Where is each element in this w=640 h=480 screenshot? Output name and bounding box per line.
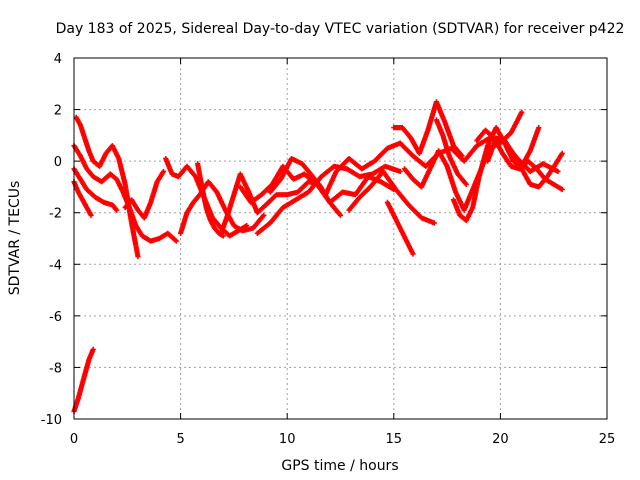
series-sat-u xyxy=(433,117,469,187)
series-sat-n xyxy=(346,168,437,226)
data-point xyxy=(261,212,267,218)
data-point xyxy=(410,251,416,257)
data-point xyxy=(337,212,344,218)
series-sat-r xyxy=(450,125,542,224)
y-tick-label: -10 xyxy=(41,413,62,428)
y-tick-label: -6 xyxy=(49,310,62,325)
series-sat-f xyxy=(122,168,167,221)
x-tick-label: 25 xyxy=(599,432,616,447)
data-point xyxy=(555,168,561,175)
y-tick-label: 2 xyxy=(54,104,62,119)
x-tick-label: 20 xyxy=(492,432,509,447)
x-tick-label: 10 xyxy=(279,432,296,447)
series-sat-p xyxy=(391,99,465,159)
data-point xyxy=(519,109,525,115)
data-point xyxy=(431,220,437,226)
x-tick-label: 0 xyxy=(70,432,78,447)
data-point xyxy=(88,212,94,218)
data-point xyxy=(173,238,179,244)
data-point xyxy=(135,253,141,260)
series-sat-l xyxy=(254,163,403,236)
y-axis-label: SDTVAR / TECUs xyxy=(7,181,23,296)
y-tick-label: 0 xyxy=(54,155,62,170)
data-point xyxy=(559,186,565,193)
series-sat-e xyxy=(71,179,94,218)
series-sat-o xyxy=(384,199,416,257)
y-tick-label: 4 xyxy=(54,52,62,67)
y-tick-label: -2 xyxy=(49,207,62,222)
x-axis-label: GPS time / hours xyxy=(281,458,398,474)
data-point xyxy=(114,207,120,213)
axis-ticks: 0 5 10 15 20 25 -10 -8 -6 -4 -2 0 2 4 xyxy=(41,52,616,447)
y-tick-label: -4 xyxy=(49,258,62,273)
x-tick-label: 5 xyxy=(176,432,184,447)
x-tick-label: 15 xyxy=(386,432,403,447)
series-sat-c xyxy=(73,114,141,260)
y-tick-label: -8 xyxy=(49,361,62,376)
series-sat-a xyxy=(71,346,96,414)
series-sat-t xyxy=(485,135,565,190)
data-point xyxy=(463,181,469,187)
data-point xyxy=(559,150,565,157)
plot-frame xyxy=(73,57,608,420)
data-point xyxy=(160,168,167,175)
data-point xyxy=(90,346,96,352)
data-point xyxy=(536,125,542,131)
data-point xyxy=(459,153,465,159)
chart-title: Day 183 of 2025, Sidereal Day-to-day VTE… xyxy=(56,21,625,37)
data-points xyxy=(71,99,565,414)
data-point xyxy=(397,168,403,175)
